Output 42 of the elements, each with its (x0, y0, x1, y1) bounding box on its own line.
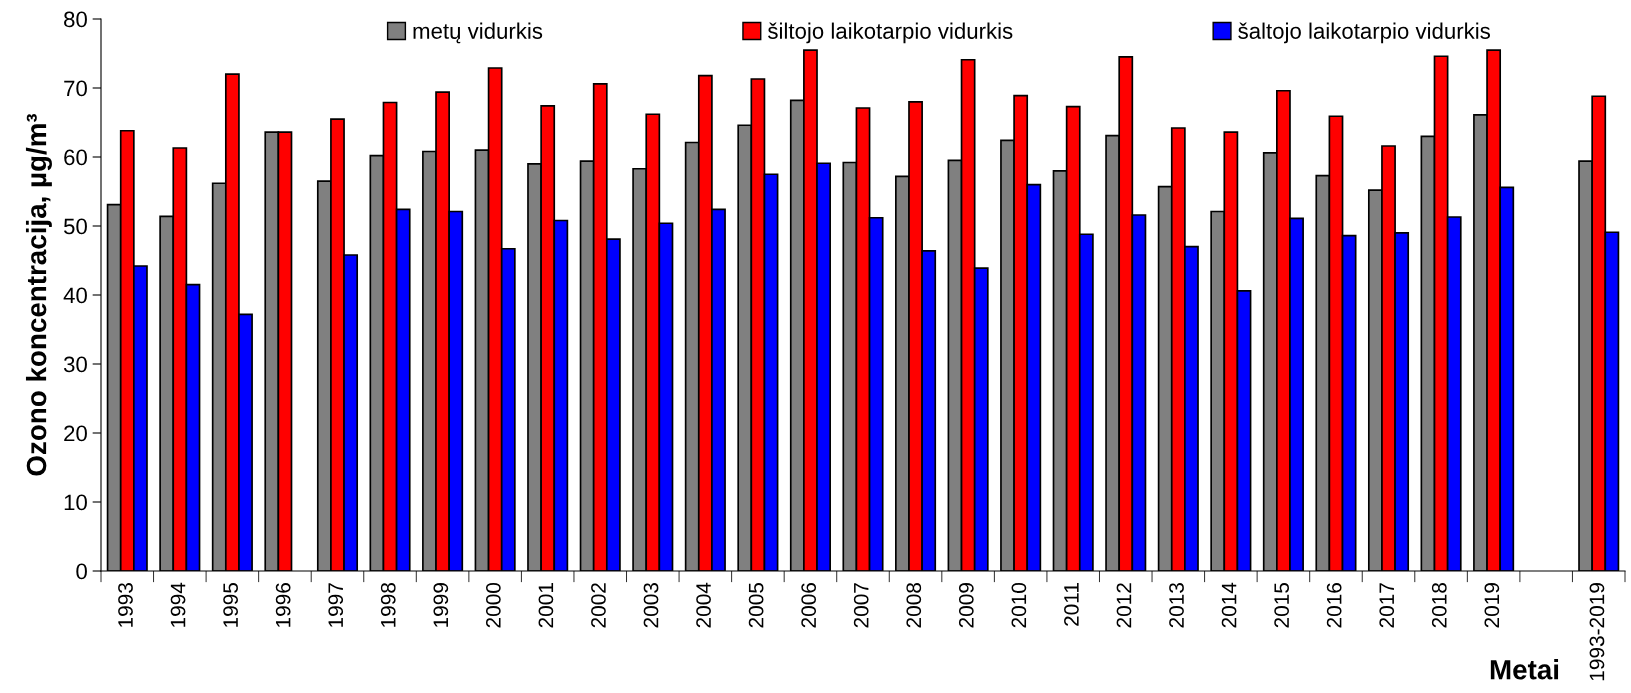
x-tick-label: 2007 (853, 583, 869, 628)
x-tick-label: 2006 (801, 583, 817, 628)
x-tick-label: 2019 (1484, 583, 1500, 628)
x-tick-label: 2003 (643, 583, 659, 628)
x-tick-label: 2011 (1064, 583, 1079, 626)
x-tick-label: 2015 (1274, 582, 1290, 628)
x-tick-label: 2016 (1326, 583, 1342, 628)
x-tick-label: 1993 (118, 583, 133, 627)
x-tick-label: 2009 (958, 583, 974, 628)
x-tick-label: 2008 (906, 583, 922, 628)
x-tick-label: 2010 (1011, 582, 1027, 628)
x-tick-label: 2012 (1116, 583, 1132, 628)
x-tick-label: 1998 (380, 583, 396, 627)
y-tick-label: 80 (64, 11, 87, 28)
y-tick-label: 10 (64, 494, 87, 511)
x-axis-title: Metai (1490, 659, 1559, 680)
y-tick-label: 50 (63, 218, 87, 235)
x-tick-label: 1997 (328, 583, 344, 627)
x-tick-label: 1996 (275, 583, 291, 627)
legend-label: šaltojo laikotarpio vidurkis (1238, 22, 1490, 44)
x-tick-label: 2013 (1169, 583, 1184, 628)
x-tick-label: 1994 (170, 582, 186, 627)
y-tick-label: 40 (63, 287, 87, 304)
y-tick-label: 60 (64, 149, 87, 166)
y-tick-label: 0 (76, 563, 87, 580)
x-tick-label: 2002 (591, 583, 606, 628)
x-tick-label: 2004 (696, 582, 711, 628)
y-tick-label: 30 (63, 356, 87, 373)
y-axis-title: Ozono koncentracija, µg/m³ (25, 113, 52, 476)
legend-label: metų vidurkis (413, 22, 543, 44)
legend-label: šiltojo laikotarpio vidurkis (768, 22, 1013, 44)
y-tick-label: 70 (64, 80, 87, 97)
x-tick-label: 2018 (1431, 583, 1447, 628)
x-tick-label: 2000 (485, 582, 501, 628)
x-tick-label: 2014 (1221, 582, 1237, 628)
x-tick-label: 1995 (223, 582, 238, 627)
x-tick-label: 2017 (1379, 583, 1395, 628)
y-tick-label: 20 (64, 425, 87, 442)
x-tick-label: 2001 (538, 583, 554, 628)
x-tick-label: 1993-2019 (1589, 583, 1605, 681)
x-tick-label: 1999 (433, 583, 449, 627)
x-tick-label: 2005 (748, 582, 764, 628)
